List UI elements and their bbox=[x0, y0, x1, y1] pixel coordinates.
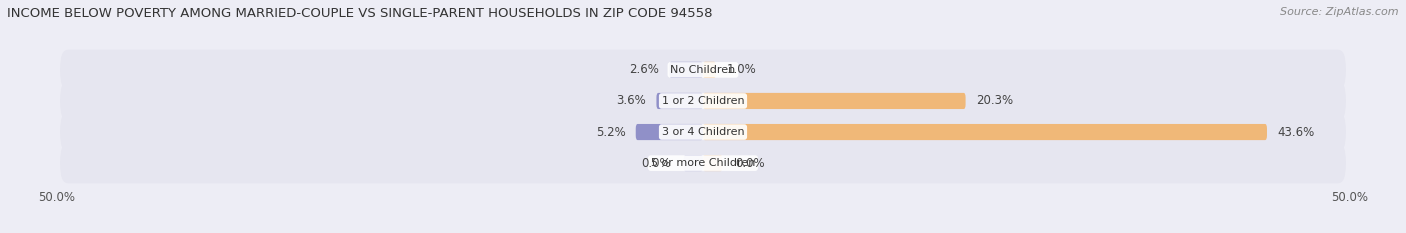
Text: 3.6%: 3.6% bbox=[616, 94, 647, 107]
Text: 1.0%: 1.0% bbox=[727, 63, 756, 76]
FancyBboxPatch shape bbox=[703, 93, 966, 109]
FancyBboxPatch shape bbox=[60, 112, 1346, 152]
FancyBboxPatch shape bbox=[703, 124, 1267, 140]
FancyBboxPatch shape bbox=[703, 62, 716, 78]
FancyBboxPatch shape bbox=[683, 155, 703, 171]
Text: No Children: No Children bbox=[671, 65, 735, 75]
FancyBboxPatch shape bbox=[60, 81, 1346, 121]
FancyBboxPatch shape bbox=[657, 93, 703, 109]
Text: Source: ZipAtlas.com: Source: ZipAtlas.com bbox=[1281, 7, 1399, 17]
Text: 0.0%: 0.0% bbox=[735, 157, 765, 170]
Text: 5 or more Children: 5 or more Children bbox=[651, 158, 755, 168]
Text: 3 or 4 Children: 3 or 4 Children bbox=[662, 127, 744, 137]
FancyBboxPatch shape bbox=[60, 143, 1346, 183]
Text: 0.0%: 0.0% bbox=[641, 157, 671, 170]
Text: 1 or 2 Children: 1 or 2 Children bbox=[662, 96, 744, 106]
Text: 43.6%: 43.6% bbox=[1277, 126, 1315, 139]
FancyBboxPatch shape bbox=[60, 50, 1346, 90]
Text: 20.3%: 20.3% bbox=[976, 94, 1014, 107]
FancyBboxPatch shape bbox=[636, 124, 703, 140]
FancyBboxPatch shape bbox=[669, 62, 703, 78]
Text: 2.6%: 2.6% bbox=[628, 63, 659, 76]
Text: INCOME BELOW POVERTY AMONG MARRIED-COUPLE VS SINGLE-PARENT HOUSEHOLDS IN ZIP COD: INCOME BELOW POVERTY AMONG MARRIED-COUPL… bbox=[7, 7, 713, 20]
Text: 5.2%: 5.2% bbox=[596, 126, 626, 139]
FancyBboxPatch shape bbox=[703, 155, 723, 171]
